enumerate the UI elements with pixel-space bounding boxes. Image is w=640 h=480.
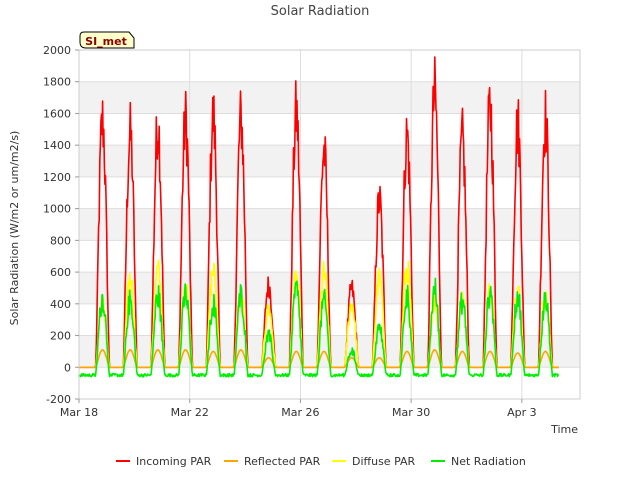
y-tick-label: 1200 (43, 171, 71, 184)
grid-band (79, 145, 580, 177)
y-tick-label: 200 (50, 330, 71, 343)
station-label-box: SI_met (79, 31, 135, 49)
x-tick-label: Mar 18 (60, 406, 98, 419)
grid-band (79, 81, 580, 114)
chart-title: Solar Radiation (271, 4, 370, 19)
y-tick-label: 600 (50, 266, 71, 279)
grid-band (79, 176, 580, 209)
station-label: SI_met (85, 35, 127, 48)
y-axis-ticks: -200 0 200 400 600 800 1000 1200 1400 1600 1800 200… (43, 44, 79, 406)
station-label-background (79, 31, 135, 49)
legend-label: Net Radiation (451, 455, 526, 468)
y-tick-label: 400 (50, 298, 71, 311)
y-tick-label: 1000 (43, 203, 71, 216)
y-tick-label: 800 (50, 234, 71, 247)
x-axis-label: Time (550, 423, 578, 436)
legend-label: Incoming PAR (136, 455, 212, 468)
y-tick-label: 1600 (43, 107, 71, 120)
grid-band (79, 113, 580, 146)
x-tick-label: Mar 30 (392, 406, 430, 419)
y-tick-label: 0 (64, 361, 71, 374)
x-axis-ticks: Mar 18 Mar 22 Mar 26 Mar 30 Apr 3 (60, 399, 537, 419)
legend: Incoming PAR Reflected PAR Diffuse PAR Net … (116, 455, 526, 468)
x-tick-label: Mar 26 (281, 406, 319, 419)
y-tick-label: -200 (46, 393, 71, 406)
legend-label: Diffuse PAR (352, 455, 416, 468)
y-tick-label: 1800 (43, 76, 71, 89)
x-tick-label: Apr 3 (507, 406, 537, 419)
plot-frame (78, 49, 581, 400)
legend-label: Reflected PAR (244, 455, 321, 468)
grid-band (79, 367, 580, 399)
grid-band (79, 50, 580, 82)
series-line-net-radiation (78, 277, 559, 378)
series-layer (78, 56, 559, 378)
x-tick-label: Mar 22 (171, 406, 209, 419)
y-tick-label: 2000 (43, 44, 71, 57)
y-tick-label: 1400 (43, 139, 71, 152)
y-axis-label: Solar Radiation (W/m2 or um/m2/s) (8, 131, 21, 326)
